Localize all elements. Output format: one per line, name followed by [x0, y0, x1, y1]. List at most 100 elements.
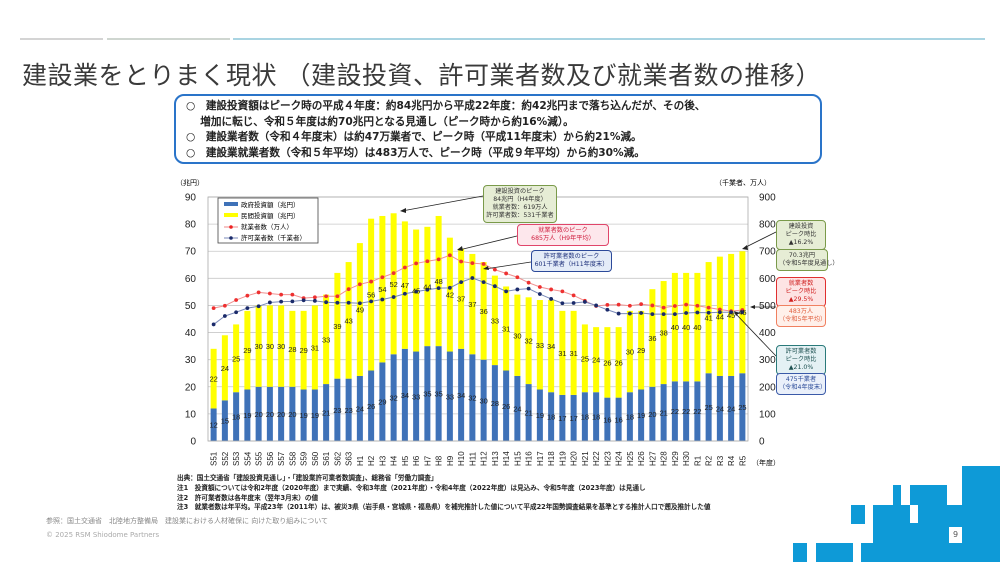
x-tick-label: H5 [401, 455, 410, 466]
point-workers [290, 292, 295, 297]
data-label-gov: 28 [491, 399, 499, 408]
data-label-private: 54 [378, 285, 386, 294]
x-tick-label: S55 [255, 451, 264, 466]
right-tick-label: 500 [759, 301, 776, 312]
x-tick-label: H24 [615, 451, 624, 466]
bar-private [435, 215, 442, 347]
x-tick-label: H9 [446, 455, 455, 466]
point-workers [504, 271, 509, 276]
bar-gov [255, 386, 262, 441]
bar-private [480, 262, 487, 360]
bar-private [424, 226, 431, 347]
x-tick-label: H15 [513, 451, 522, 466]
data-label-gov: 30 [479, 396, 487, 405]
data-label-private: 31 [502, 324, 510, 333]
point-workers [605, 303, 610, 307]
point-workers [639, 302, 644, 306]
data-label-gov: 19 [536, 411, 544, 420]
bar-private [604, 327, 611, 398]
x-tick-label: H1 [356, 455, 365, 466]
point-workers [312, 295, 317, 300]
bar-private [559, 310, 566, 395]
point-permits [470, 276, 475, 280]
bar-private [536, 300, 543, 390]
point-workers [537, 285, 542, 289]
legend-label-gov: 政府投資額（兆円） [241, 200, 300, 209]
annotation-text: ▲16.2% [788, 239, 814, 246]
x-tick-label: H17 [536, 451, 545, 466]
bar-gov [323, 384, 330, 441]
summary-line: 増加に転じ、令和５年度は約70兆円となる見通し（ピーク時から約16%減）。 [186, 115, 574, 128]
legend-label-permits: 許可業者数（千業者） [241, 233, 306, 242]
bar-private [615, 327, 622, 398]
x-tick-label: H26 [637, 451, 646, 466]
point-workers [661, 305, 666, 310]
x-tick-label: R2 [705, 455, 714, 466]
point-permits [582, 300, 587, 304]
data-label-private: 26 [614, 358, 622, 367]
point-permits [267, 300, 272, 305]
point-permits [560, 301, 565, 306]
legend-label-private: 民間投資額（兆円） [241, 211, 300, 220]
summary-line: ○ 建設業者数（令和４年度末）は約47万業者で、ピーク時（平成11年度末）から約… [186, 131, 642, 143]
annotation-text: 建設投資のピーク [495, 188, 545, 195]
bar-private [705, 262, 712, 374]
point-permits [684, 311, 689, 315]
data-label-gov: 25 [704, 403, 712, 412]
point-permits [515, 287, 520, 292]
arrow-permit-peak [484, 261, 532, 270]
data-label-gov: 20 [288, 410, 296, 419]
data-label-gov: 23 [333, 406, 341, 415]
data-label-gov: 20 [648, 410, 656, 419]
bar-private [356, 243, 363, 376]
data-label-private: 34 [547, 342, 555, 351]
data-label-private: 31 [558, 349, 566, 358]
data-label-gov: 20 [254, 410, 262, 419]
annotation-text: （令和5年度見通し） [779, 260, 839, 267]
bar-gov [469, 354, 476, 441]
point-permits [639, 311, 644, 315]
bar-gov [739, 373, 746, 441]
point-workers [459, 259, 464, 264]
point-workers [684, 302, 689, 307]
bar-gov [728, 375, 735, 441]
data-label-private: 31 [569, 349, 577, 358]
point-workers [369, 279, 374, 284]
bar-private [401, 221, 408, 349]
point-permits [256, 304, 261, 309]
point-workers [515, 275, 520, 280]
bar-gov [536, 389, 543, 441]
data-label-gov: 19 [243, 411, 251, 420]
bar-private [694, 272, 701, 382]
note-line: 注1 投資額については令和2年度（2020年度）まで実績、令和3年度（2021年… [177, 483, 646, 492]
data-label-gov: 17 [569, 414, 577, 423]
annotation-text: 601千業者（H11年度末） [534, 261, 609, 268]
data-label-private: 40 [682, 323, 690, 332]
x-tick-label: H23 [603, 451, 612, 466]
left-tick-label: 90 [185, 193, 197, 204]
point-workers [391, 271, 396, 276]
bar-gov [221, 400, 228, 441]
point-permits [414, 289, 419, 294]
point-permits [605, 307, 610, 312]
data-label-gov: 19 [299, 411, 307, 420]
arrow-invest-peak [401, 195, 484, 212]
left-tick-label: 10 [185, 409, 197, 420]
point-workers [346, 287, 351, 292]
bar-private [469, 253, 476, 355]
x-tick-label: H7 [423, 455, 432, 466]
bar-gov [581, 392, 588, 441]
data-label-private: 37 [468, 300, 476, 309]
x-tick-label: H8 [435, 455, 444, 466]
data-label-gov: 18 [592, 413, 600, 422]
data-label-private: 52 [389, 280, 397, 289]
data-label-gov: 18 [232, 413, 240, 422]
data-label-private: 49 [356, 306, 364, 315]
point-permits [301, 298, 306, 303]
legend-label-workers: 就業者数（万人） [241, 222, 293, 231]
data-label-gov: 19 [637, 411, 645, 420]
x-axis-label: （年度） [752, 458, 780, 467]
bar-private [345, 262, 352, 379]
bar-gov [683, 381, 690, 441]
